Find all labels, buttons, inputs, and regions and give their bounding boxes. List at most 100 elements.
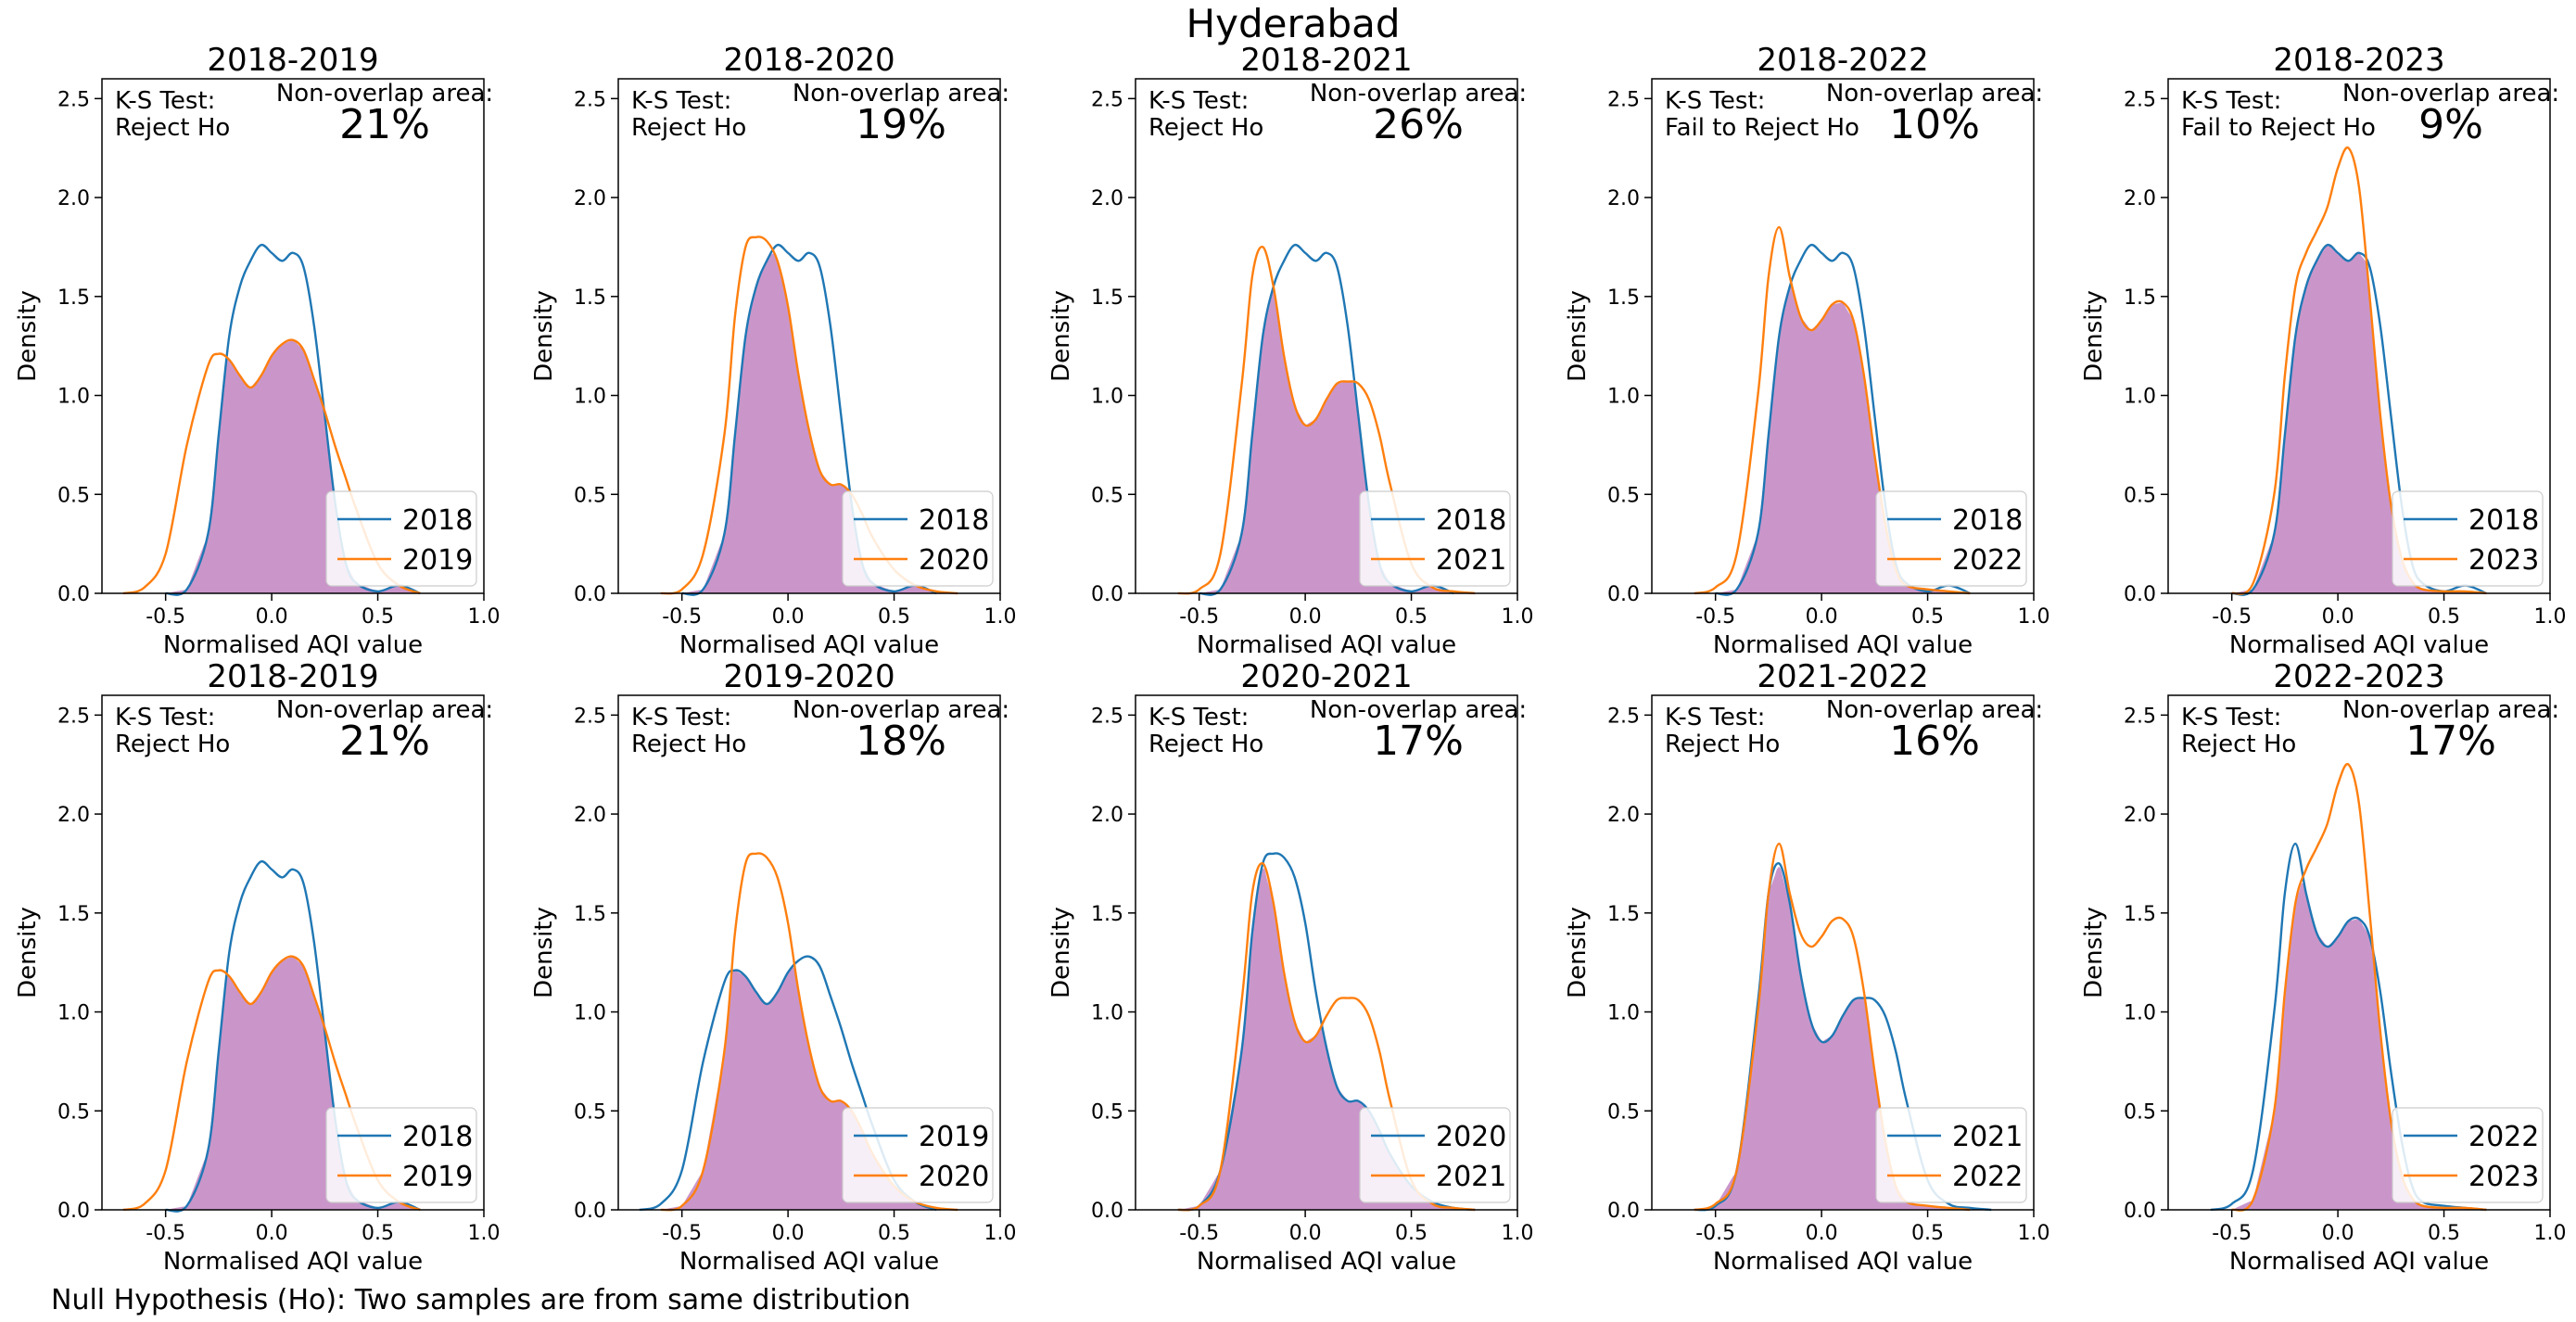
density-line-2023 xyxy=(2231,762,2487,1212)
panel-title: 2021-2022 xyxy=(1757,658,1928,695)
overlap-area xyxy=(2210,883,2487,1211)
legend: 2022 2023 xyxy=(2392,1107,2544,1203)
y-tick-label: 0.0 xyxy=(1607,583,1640,606)
y-tick-label: 1.5 xyxy=(574,903,606,926)
y-tick-label: 2.5 xyxy=(57,705,90,728)
axes-frame xyxy=(617,694,1001,1211)
y-tick-label: 2.5 xyxy=(574,88,606,111)
x-tick-label: 0.5 xyxy=(362,1222,394,1245)
x-tick-label: 0.0 xyxy=(256,1222,288,1245)
legend-box xyxy=(1359,490,1511,587)
y-tick-label: 2.5 xyxy=(1607,705,1640,728)
panel-title: 2018-2021 xyxy=(1240,42,1412,79)
y-tick-label: 0.5 xyxy=(574,1100,606,1124)
ks-test-result: Fail to Reject Ho xyxy=(1665,114,1859,142)
y-axis-label: Density xyxy=(1047,290,1075,382)
panel-6: 2018-2019 -0.5 0.0 0.5 1.0 0.0 0.5 1.0 1.5 2.0 2.5… xyxy=(14,658,501,1276)
nonoverlap-value: 21% xyxy=(339,718,430,765)
ks-test-label: K-S Test: xyxy=(2181,704,2281,731)
x-tick-label: 0.5 xyxy=(1911,605,1944,629)
y-tick-label: 2.5 xyxy=(2124,705,2156,728)
nonoverlap-label: Non-overlap area: xyxy=(1310,80,1527,108)
y-axis-label: Density xyxy=(2080,907,2108,998)
legend-label: 2022 xyxy=(1952,1161,2023,1193)
x-tick-label: 0.0 xyxy=(772,605,805,629)
x-axis-label: Normalised AQI value xyxy=(2229,1248,2489,1276)
x-tick-label: 0.0 xyxy=(1289,1222,1322,1245)
y-tick-label: 1.5 xyxy=(57,903,90,926)
y-tick-label: 2.5 xyxy=(57,88,90,111)
legend-label: 2019 xyxy=(402,544,473,577)
legend-label: 2021 xyxy=(1952,1121,2023,1153)
y-tick-label: 0.5 xyxy=(574,484,606,507)
y-tick-label: 1.5 xyxy=(57,286,90,310)
panel-title: 2018-2020 xyxy=(723,42,895,79)
nonoverlap-value: 18% xyxy=(856,718,946,765)
legend-label: 2023 xyxy=(2468,1161,2539,1193)
axes-frame xyxy=(1135,78,1518,594)
overlap-area xyxy=(2231,246,2487,593)
x-axis-label: Normalised AQI value xyxy=(163,631,423,659)
axes-frame xyxy=(617,78,1001,594)
panel-5: 2018-2023 -0.5 0.0 0.5 1.0 0.0 0.5 1.0 1.5 2.0 2.5… xyxy=(2080,42,2567,659)
panel-4: 2018-2022 -0.5 0.0 0.5 1.0 0.0 0.5 1.0 1.5 2.0 2.5… xyxy=(1564,42,2050,659)
y-tick-label: 1.0 xyxy=(1091,386,1123,409)
y-tick-label: 1.5 xyxy=(1607,903,1640,926)
x-axis-label: Normalised AQI value xyxy=(1197,1248,1456,1276)
x-tick-label: 0.5 xyxy=(1395,605,1428,629)
y-tick-label: 1.5 xyxy=(2124,286,2156,310)
overlap-area xyxy=(660,253,958,594)
x-tick-label: -0.5 xyxy=(1695,1222,1735,1245)
x-tick-label: 1.0 xyxy=(468,605,501,629)
x-tick-label: 1.0 xyxy=(1502,605,1534,629)
legend-box xyxy=(1359,1107,1511,1203)
nonoverlap-label: Non-overlap area: xyxy=(1826,696,2043,724)
panel-title: 2019-2020 xyxy=(723,658,895,695)
y-tick-label: 2.0 xyxy=(57,804,90,827)
legend-label: 2019 xyxy=(919,1121,989,1153)
x-axis-label: Normalised AQI value xyxy=(1713,1248,1973,1276)
x-tick-label: 1.0 xyxy=(468,1222,501,1245)
x-tick-label: 0.0 xyxy=(772,1222,805,1245)
y-tick-label: 1.5 xyxy=(1091,286,1123,310)
y-tick-label: 0.5 xyxy=(1091,484,1123,507)
x-tick-label: 0.0 xyxy=(256,605,288,629)
panel-7: 2019-2020 -0.5 0.0 0.5 1.0 0.0 0.5 1.0 1.5 2.0 2.5… xyxy=(530,658,1017,1276)
legend-box xyxy=(842,490,994,587)
nonoverlap-label: Non-overlap area: xyxy=(793,696,1009,724)
density-line-2019 xyxy=(639,955,937,1212)
y-tick-label: 1.5 xyxy=(574,286,606,310)
x-tick-label: 1.0 xyxy=(2018,605,2050,629)
y-tick-label: 0.0 xyxy=(57,1200,90,1223)
ks-test-label: K-S Test: xyxy=(1148,704,1249,731)
overlap-area xyxy=(1177,288,1476,594)
x-tick-label: 1.0 xyxy=(2018,1222,2050,1245)
y-axis-label: Density xyxy=(1564,290,1592,382)
panel-title: 2020-2021 xyxy=(1240,658,1412,695)
y-tick-label: 1.5 xyxy=(1091,903,1123,926)
panel-9: 2021-2022 -0.5 0.0 0.5 1.0 0.0 0.5 1.0 1.5 2.0 2.5… xyxy=(1564,658,2050,1276)
x-tick-label: -0.5 xyxy=(662,1222,702,1245)
panel-10: 2022-2023 -0.5 0.0 0.5 1.0 0.0 0.5 1.0 1.5 2.0 2.5… xyxy=(2080,658,2567,1276)
y-axis-label: Density xyxy=(1564,907,1592,998)
x-tick-label: 0.0 xyxy=(1806,605,1838,629)
x-tick-label: 0.0 xyxy=(2322,605,2354,629)
nonoverlap-value: 19% xyxy=(856,101,946,148)
y-tick-label: 0.5 xyxy=(1607,484,1640,507)
x-tick-label: -0.5 xyxy=(1179,1222,1219,1245)
legend-box xyxy=(842,1107,994,1203)
x-tick-label: 1.0 xyxy=(984,1222,1017,1245)
y-tick-label: 1.0 xyxy=(57,1002,90,1025)
ks-test-result: Reject Ho xyxy=(631,731,746,758)
ks-test-label: K-S Test: xyxy=(631,87,731,115)
y-axis-label: Density xyxy=(14,290,42,382)
x-tick-label: 0.5 xyxy=(2428,605,2460,629)
ks-test-label: K-S Test: xyxy=(2181,87,2281,115)
x-tick-label: 0.0 xyxy=(1289,605,1322,629)
y-axis-label: Density xyxy=(14,907,42,998)
y-tick-label: 0.5 xyxy=(1607,1100,1640,1124)
nonoverlap-value: 17% xyxy=(2405,718,2496,765)
legend-label: 2020 xyxy=(919,1161,989,1193)
x-tick-label: 1.0 xyxy=(984,605,1017,629)
panel-3: 2018-2021 -0.5 0.0 0.5 1.0 0.0 0.5 1.0 1.5 2.0 2.5… xyxy=(1047,42,1534,659)
